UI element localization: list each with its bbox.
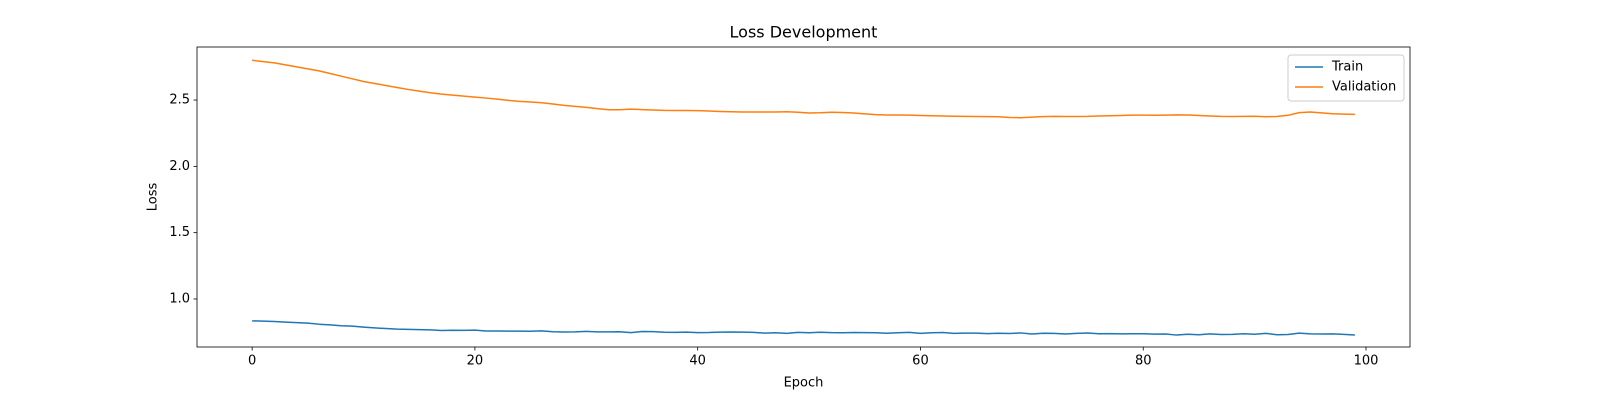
plot-frame xyxy=(196,46,1411,348)
x-tick-label: 100 xyxy=(1354,354,1379,369)
line-series xyxy=(252,320,1355,336)
line-series xyxy=(252,59,1355,119)
y-tick-label: 2.0 xyxy=(169,159,190,174)
y-tick-label: 1.5 xyxy=(169,225,190,240)
y-tick-label: 1.0 xyxy=(169,291,190,306)
legend-label: Validation xyxy=(1332,80,1396,95)
x-tick-label: 0 xyxy=(248,354,256,369)
chart-title: Loss Development xyxy=(730,23,878,42)
x-tick-label: 20 xyxy=(467,354,484,369)
legend-label: Train xyxy=(1331,60,1363,75)
y-axis-label: Loss xyxy=(146,183,161,212)
y-tick-label: 2.5 xyxy=(169,93,190,108)
x-tick-label: 40 xyxy=(689,354,706,369)
x-tick-label: 60 xyxy=(912,354,929,369)
x-tick-label: 80 xyxy=(1135,354,1152,369)
x-axis-label: Epoch xyxy=(784,376,824,391)
